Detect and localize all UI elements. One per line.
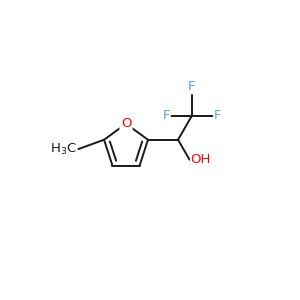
Text: F: F: [214, 109, 221, 122]
Text: OH: OH: [191, 153, 211, 166]
Text: O: O: [121, 117, 131, 130]
Text: H$_3$C: H$_3$C: [50, 142, 77, 157]
Text: F: F: [188, 80, 196, 93]
Text: F: F: [162, 109, 170, 122]
